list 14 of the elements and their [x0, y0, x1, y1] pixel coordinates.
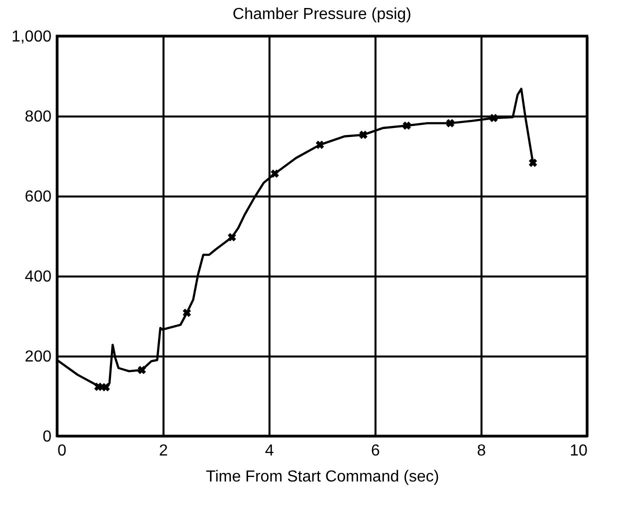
chart-title: Chamber Pressure (psig)	[232, 6, 412, 23]
y-tick-label: 800	[24, 108, 52, 126]
y-tick-label: 400	[24, 268, 52, 286]
x-tick-label: 4	[265, 442, 274, 460]
y-tick-label: 1,000	[11, 28, 52, 46]
x-tick-label: 8	[477, 442, 486, 460]
x-tick-label: 0	[58, 442, 66, 460]
y-tick-label: 600	[24, 188, 52, 206]
x-tick-label: 2	[159, 442, 168, 460]
x-tick-label: 10	[570, 442, 588, 460]
y-tick-label: 0	[42, 428, 52, 446]
x-axis-title: Time From Start Command (sec)	[206, 468, 440, 486]
x-tick-label: 6	[371, 442, 380, 460]
y-tick-label: 200	[24, 348, 52, 366]
